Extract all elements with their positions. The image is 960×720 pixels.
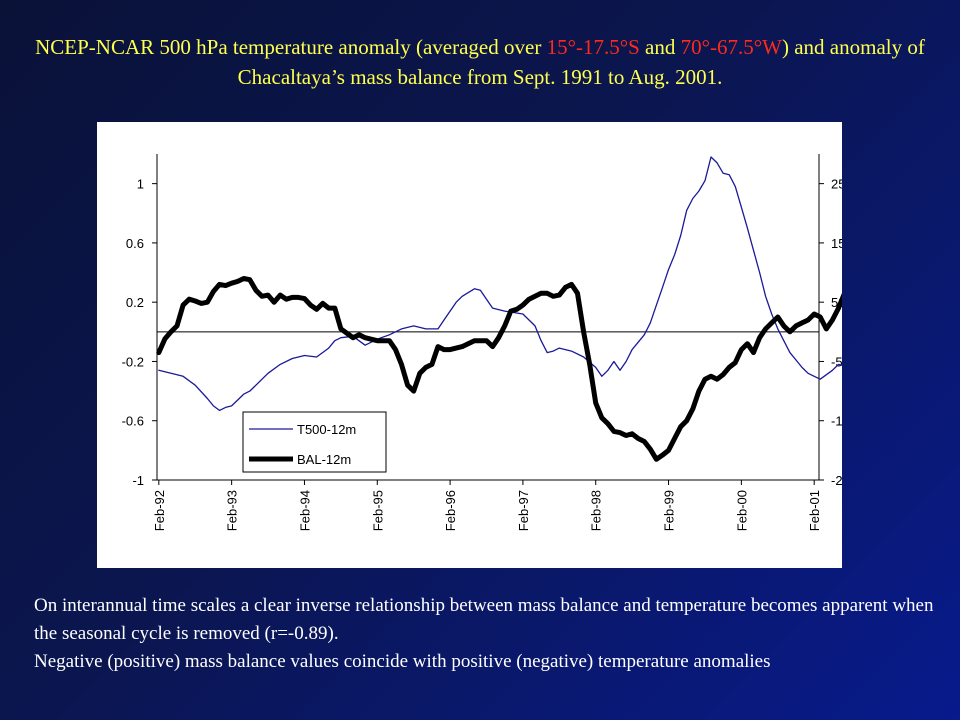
series-line-t500-12m: [158, 156, 842, 412]
x-tick-label: Feb-92: [152, 490, 167, 531]
x-tick-label: Feb-99: [662, 490, 677, 531]
title-part-3: 70°-67.5°W: [680, 35, 782, 59]
x-tick-label: Feb-01: [807, 490, 822, 531]
y-left-tick-label: -1: [132, 473, 144, 488]
slide-title: NCEP-NCAR 500 hPa temperature anomaly (a…: [30, 32, 930, 92]
title-part-1: 15°-17.5°S: [546, 35, 640, 59]
y-right-tick-label: -50: [831, 354, 842, 369]
y-right-tick-label: 250: [831, 177, 842, 192]
y-left-tick-label: 1: [137, 177, 144, 192]
y-left-tick-label: 0.2: [126, 295, 144, 310]
x-tick-label: Feb-96: [443, 490, 458, 531]
legend-label-t500-12m: T500-12m: [297, 422, 356, 437]
y-right-tick-label: -150: [831, 414, 842, 429]
x-tick-label: Feb-98: [589, 490, 604, 531]
title-part-2: and: [639, 35, 681, 59]
x-tick-label: Feb-93: [225, 490, 240, 531]
y-left-tick-label: -0.6: [122, 414, 144, 429]
caption: On interannual time scales a clear inver…: [34, 592, 944, 676]
x-tick-label: Feb-95: [370, 490, 385, 531]
x-tick-label: Feb-97: [516, 490, 531, 531]
y-right-tick-label: 150: [831, 236, 842, 251]
caption-line-1: On interannual time scales a clear inver…: [34, 595, 934, 644]
line-chart: 1 0.6 0.2 -0.2 -0.6 -1 250 150 50 -50 -150 -250 Feb-…: [122, 154, 842, 531]
x-tick-label: Feb-00: [734, 490, 749, 531]
legend-box: [242, 411, 387, 473]
y-right-tick-label: 50: [831, 295, 842, 310]
y-right-tick-label: -250: [831, 473, 842, 488]
chart-panel: 1 0.6 0.2 -0.2 -0.6 -1 250 150 50 -50 -150 -250 Feb-…: [97, 122, 842, 568]
title-part-4: ) and anomaly of Chacaltaya’s mass balan…: [237, 35, 925, 89]
x-tick-label: Feb-94: [297, 490, 312, 531]
series-line-bal-12m: [156, 276, 842, 462]
y-left-tick-label: -0.2: [122, 354, 144, 369]
y-left-tick-label: 0.6: [126, 236, 144, 251]
legend-label-bal-12m: BAL-12m: [297, 452, 351, 467]
title-part-0: NCEP-NCAR 500 hPa temperature anomaly (a…: [35, 35, 547, 59]
caption-line-2: Negative (positive) mass balance values …: [34, 651, 771, 672]
